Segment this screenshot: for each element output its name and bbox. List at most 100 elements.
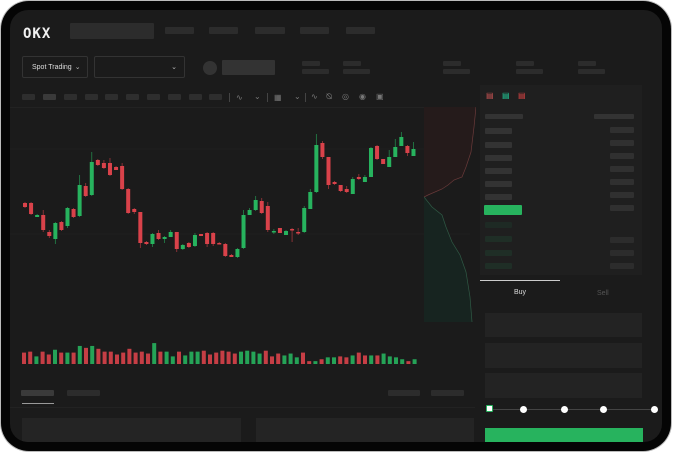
- candlestick-chart[interactable]: [10, 10, 480, 380]
- timeframe-button[interactable]: [209, 94, 222, 100]
- volume-bar: [90, 345, 95, 364]
- stat-value: [516, 69, 543, 74]
- slider-step[interactable]: [520, 406, 527, 413]
- volume-bar: [177, 351, 181, 364]
- camera-icon[interactable]: ◎: [342, 92, 349, 101]
- toolbar-divider: [229, 93, 230, 102]
- nav-item[interactable]: [346, 27, 375, 34]
- leverage-slider-track[interactable]: [489, 409, 657, 410]
- nav-item[interactable]: [300, 27, 329, 34]
- timeframe-button[interactable]: [85, 94, 98, 100]
- candle-body: [362, 177, 367, 182]
- candle-body: [241, 215, 246, 248]
- search-bar[interactable]: [70, 23, 154, 39]
- ask-amount: [610, 140, 634, 146]
- tab-order-history[interactable]: [67, 390, 100, 396]
- candle-body: [411, 149, 416, 156]
- candle-body: [174, 232, 179, 249]
- amount-input[interactable]: [485, 343, 642, 368]
- bottom-action[interactable]: [431, 390, 464, 396]
- timeframe-button[interactable]: [147, 94, 160, 100]
- volume-bar: [319, 359, 324, 364]
- stat-value: [443, 69, 470, 74]
- slider-step[interactable]: [600, 406, 607, 413]
- volume-bar: [313, 361, 318, 364]
- candle-body: [120, 166, 125, 189]
- nav-item[interactable]: [165, 27, 194, 34]
- ask-amount: [610, 205, 634, 211]
- timeframe-button[interactable]: [126, 94, 139, 100]
- slider-handle[interactable]: [486, 405, 493, 412]
- slider-step[interactable]: [561, 406, 568, 413]
- slider-step[interactable]: [651, 406, 658, 413]
- orderbook-bids-icon[interactable]: ▤: [502, 91, 510, 100]
- candle-body: [138, 212, 143, 243]
- ask-price: [485, 181, 512, 187]
- bottom-action[interactable]: [388, 390, 420, 396]
- ask-price: [485, 168, 512, 174]
- ask-price: [485, 128, 512, 134]
- tab-buy[interactable]: Buy: [514, 289, 527, 296]
- candle-body: [89, 162, 94, 195]
- timeframe-button[interactable]: [43, 94, 56, 100]
- volume-bar: [294, 357, 299, 364]
- orderbook-asks-icon[interactable]: ▤: [518, 91, 526, 100]
- volume-bar: [301, 352, 305, 364]
- chart-type-icon[interactable]: ▦: [274, 93, 282, 102]
- volume-bar: [276, 353, 281, 364]
- chevron-down-icon[interactable]: ⌄: [254, 92, 261, 101]
- buy-tab-underline: [480, 280, 560, 281]
- candle-body: [332, 182, 337, 184]
- ruler-icon[interactable]: ⦰: [326, 92, 333, 101]
- orderbook-both-icon[interactable]: ▤: [486, 91, 494, 100]
- candle-body: [229, 255, 234, 257]
- total-input[interactable]: [485, 373, 642, 398]
- volume-bar: [40, 351, 45, 364]
- okx-logo[interactable]: OKX: [23, 26, 52, 42]
- tab-sell[interactable]: Sell: [597, 290, 609, 297]
- candle-body: [59, 222, 64, 230]
- candle-body: [168, 232, 173, 237]
- market-selector[interactable]: Spot Trading ⌄: [22, 56, 88, 78]
- orderbook-header-price: [485, 114, 523, 119]
- buy-button[interactable]: [485, 428, 643, 442]
- orders-panel-right: [256, 418, 474, 442]
- candle-body: [77, 185, 82, 216]
- timeframe-button[interactable]: [168, 94, 181, 100]
- indicator-icon[interactable]: ∿: [236, 93, 243, 102]
- volume-bar: [77, 345, 82, 364]
- nav-item[interactable]: [209, 27, 238, 34]
- candle-body: [83, 186, 88, 196]
- volume-bar: [189, 351, 194, 364]
- mid-price-highlight[interactable]: [484, 205, 522, 215]
- nav-item[interactable]: [255, 27, 285, 34]
- candle-body: [314, 145, 319, 192]
- settings-icon[interactable]: ◉: [359, 92, 366, 101]
- line-tool-icon[interactable]: ∿: [311, 92, 318, 101]
- volume-bar: [139, 351, 144, 364]
- candle-body: [192, 235, 197, 246]
- toolbar-divider: [267, 93, 268, 102]
- candle-body: [356, 177, 361, 179]
- volume-bar: [108, 351, 113, 364]
- timeframe-button[interactable]: [64, 94, 77, 100]
- toolbar-divider: [305, 93, 306, 102]
- price-input[interactable]: [485, 313, 642, 337]
- volume-bar: [71, 352, 76, 364]
- fullscreen-icon[interactable]: ▣: [376, 92, 384, 101]
- chevron-down-icon[interactable]: ⌄: [294, 92, 301, 101]
- volume-bar: [121, 352, 126, 364]
- candle-body: [47, 232, 52, 236]
- ask-amount: [610, 166, 634, 172]
- volume-bar: [332, 357, 336, 364]
- candle-body: [186, 243, 191, 247]
- bottom-divider: [10, 407, 475, 408]
- market-selector-label: Spot Trading: [32, 63, 72, 71]
- pair-selector[interactable]: ⌄: [94, 56, 185, 78]
- timeframe-button[interactable]: [105, 94, 118, 100]
- timeframe-button[interactable]: [189, 94, 202, 100]
- tab-open-orders[interactable]: [21, 390, 54, 396]
- timeframe-button[interactable]: [22, 94, 35, 100]
- candle-body: [368, 148, 373, 177]
- volume-bar: [22, 352, 26, 364]
